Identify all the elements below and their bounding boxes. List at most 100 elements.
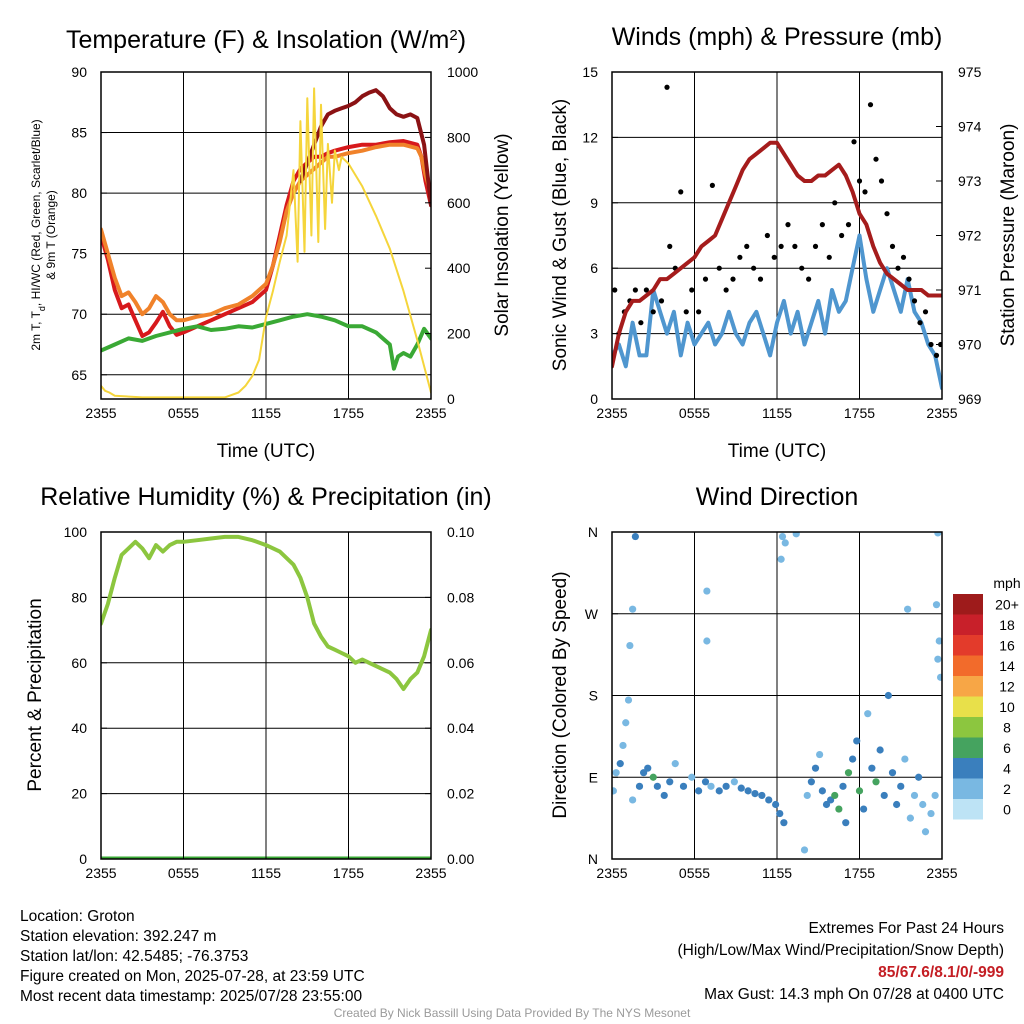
gust-point [928, 341, 934, 348]
gust-point [612, 287, 618, 293]
y-tick-label: N [588, 851, 598, 867]
direction-point [934, 655, 942, 663]
direction-point [679, 782, 688, 790]
direction-point [703, 587, 711, 595]
colorbar-swatch [953, 614, 983, 635]
direction-point [876, 746, 884, 754]
direction-point [842, 819, 850, 827]
colorbar-swatch [953, 717, 983, 738]
gust-point [878, 178, 885, 184]
gust-point [851, 139, 857, 145]
direction-point [612, 787, 617, 795]
gust-point [917, 320, 923, 326]
colorbar-label: 2 [1003, 781, 1011, 797]
x-tick-label: 0555 [679, 405, 710, 421]
direction-point [880, 791, 888, 800]
colorbar-swatch [953, 676, 983, 697]
direction-point [818, 787, 826, 795]
direction-point [758, 791, 766, 800]
colorbar-label: 14 [999, 658, 1015, 674]
x-tick-label: 0555 [168, 405, 199, 421]
direction-point [931, 791, 939, 800]
station-latlon: Station lat/lon: 42.5485; -76.3753 [20, 948, 249, 965]
direction-point [934, 532, 942, 537]
gust-point [812, 243, 819, 249]
wind-xlabel: Time (UTC) [728, 441, 827, 462]
y2-tick-label: 972 [958, 228, 982, 244]
humidity-panel: Relative Humidity (%) & Precipitation (i… [25, 483, 492, 881]
y-tick-label: 65 [71, 367, 87, 383]
direction-point [722, 782, 730, 790]
y-tick-label: 0 [79, 851, 87, 867]
gust-point [658, 298, 665, 304]
credit-line: Created By Nick Bassill Using Data Provi… [333, 1006, 691, 1020]
direction-point [666, 778, 674, 786]
temperature-series [101, 87, 431, 399]
colorbar-swatch [953, 696, 983, 717]
x-tick-label: 2355 [85, 865, 116, 881]
direction-point [707, 782, 715, 790]
direction-point [777, 555, 785, 563]
gust-point [906, 276, 912, 282]
direction-point [695, 787, 703, 795]
gust-point [806, 276, 812, 282]
series-line-3 [101, 312, 431, 371]
y2-tick-label: 1000 [447, 64, 478, 80]
wind-series [612, 84, 942, 391]
colorbar-label: 16 [999, 637, 1015, 653]
x-tick-label: 2355 [415, 865, 446, 881]
y2-tick-label: 0.10 [447, 524, 474, 540]
gust-point [751, 265, 757, 271]
extremes-title: Extremes For Past 24 Hours [808, 920, 1004, 937]
colorbar-swatch [953, 758, 983, 779]
direction-point [612, 769, 620, 777]
gust-point [632, 287, 638, 293]
gust-point [862, 189, 868, 195]
y2-tick-label: 0.06 [447, 655, 474, 671]
direction-point [635, 782, 644, 790]
direction-point [660, 791, 668, 800]
colorbar-label: 12 [999, 678, 1015, 694]
y2-tick-label: 970 [958, 337, 982, 353]
colorbar-swatch [953, 594, 983, 615]
gust-point [757, 276, 764, 282]
x-tick-label: 2355 [926, 865, 957, 881]
gust-point [889, 243, 896, 249]
direction-point [811, 764, 820, 772]
direction-point [616, 760, 624, 768]
wind-y2label: Station Pressure (Maroon) [998, 124, 1019, 347]
direction-point [831, 791, 839, 800]
direction-point [744, 787, 752, 795]
direction-point [772, 800, 780, 809]
y2-tick-label: 0.02 [447, 786, 474, 802]
y-tick-label: 9 [590, 195, 598, 211]
direction-point [653, 782, 661, 790]
y-tick-label: S [589, 688, 598, 704]
direction-point [730, 778, 738, 786]
wind-ylabel: Sonic Wind & Gust (Blue, Black) [550, 99, 571, 371]
x-tick-label: 2355 [85, 405, 116, 421]
direction-point [703, 637, 711, 645]
y2-tick-label: 0.04 [447, 720, 474, 736]
gust-point [933, 352, 940, 358]
gust-point [723, 287, 729, 293]
y2-tick-label: 973 [958, 173, 982, 189]
y2-tick-label: 800 [447, 129, 471, 145]
direction-point [644, 764, 652, 772]
direction-point [688, 773, 696, 781]
direction-point [855, 787, 864, 795]
gust-point [683, 309, 689, 315]
direction-title: Wind Direction [696, 483, 859, 511]
gust-point [819, 222, 825, 228]
y2-tick-label: 975 [958, 64, 982, 80]
temperature-title: Temperature (F) & Insolation (W/m2) [66, 26, 466, 54]
y2-tick-label: 971 [958, 282, 982, 298]
gust-point [689, 287, 695, 293]
y-tick-label: 80 [71, 185, 87, 201]
wind-grid [612, 72, 942, 399]
x-tick-label: 1755 [333, 405, 364, 421]
x-tick-label: 1155 [251, 865, 281, 881]
gust-point [730, 276, 736, 282]
colorbar-label: 0 [1003, 801, 1011, 817]
